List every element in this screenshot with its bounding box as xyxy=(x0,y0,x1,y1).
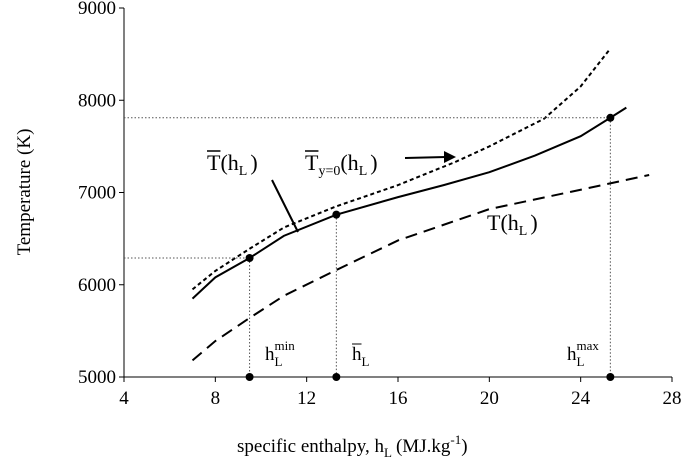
x-axis-label: specific enthalpy, h xyxy=(237,436,385,457)
x-tick-label: 16 xyxy=(389,388,408,409)
marker-label: L xyxy=(275,354,283,369)
axis-marker xyxy=(332,373,341,381)
annotation: ) xyxy=(250,150,257,175)
axis-marker xyxy=(606,373,615,381)
x-tick-label: 20 xyxy=(480,388,499,409)
annotation: L xyxy=(519,224,528,239)
series-line xyxy=(191,47,612,291)
marker-label: L xyxy=(362,354,370,369)
annotation: (h xyxy=(500,210,518,235)
y-tick-label: 6000 xyxy=(78,275,116,296)
annotation: L xyxy=(239,164,248,179)
annotation: ) xyxy=(370,150,377,175)
marker xyxy=(332,210,341,219)
marker-label: h xyxy=(265,344,275,365)
x-axis-label: -1 xyxy=(450,432,461,447)
annotation: T xyxy=(207,150,221,175)
marker-label: L xyxy=(577,354,585,369)
annotation: L xyxy=(359,164,368,179)
annotation: T xyxy=(305,150,319,175)
y-tick-label: 8000 xyxy=(78,90,116,111)
marker-label: h xyxy=(352,344,362,365)
annotation: (h xyxy=(340,150,358,175)
annotation: (h xyxy=(220,150,238,175)
marker-label: min xyxy=(275,338,296,353)
x-axis-label: ) xyxy=(461,436,467,457)
marker xyxy=(245,253,254,262)
x-tick-label: 8 xyxy=(211,388,221,409)
y-tick-label: 7000 xyxy=(78,183,116,204)
x-tick-label: 28 xyxy=(663,388,682,409)
series-line xyxy=(191,106,627,300)
x-tick-label: 24 xyxy=(571,388,591,409)
annotation: ) xyxy=(530,210,537,235)
series-line xyxy=(191,173,650,362)
marker xyxy=(606,113,615,122)
x-axis-label: L xyxy=(384,445,392,460)
y-axis-label: Temperature (K) xyxy=(14,129,35,256)
annotation: T xyxy=(487,210,501,235)
axis-marker xyxy=(245,373,254,381)
x-tick-label: 4 xyxy=(119,388,129,409)
arrow-head xyxy=(444,151,456,163)
marker-label: max xyxy=(577,338,600,353)
y-tick-label: 9000 xyxy=(78,0,116,19)
x-axis-label: (MJ.kg xyxy=(396,436,451,457)
annotation: y=0 xyxy=(318,164,340,179)
x-tick-label: 12 xyxy=(297,388,316,409)
marker-label: h xyxy=(567,344,577,365)
y-tick-label: 5000 xyxy=(78,367,116,388)
annotation-arrow xyxy=(404,156,447,159)
